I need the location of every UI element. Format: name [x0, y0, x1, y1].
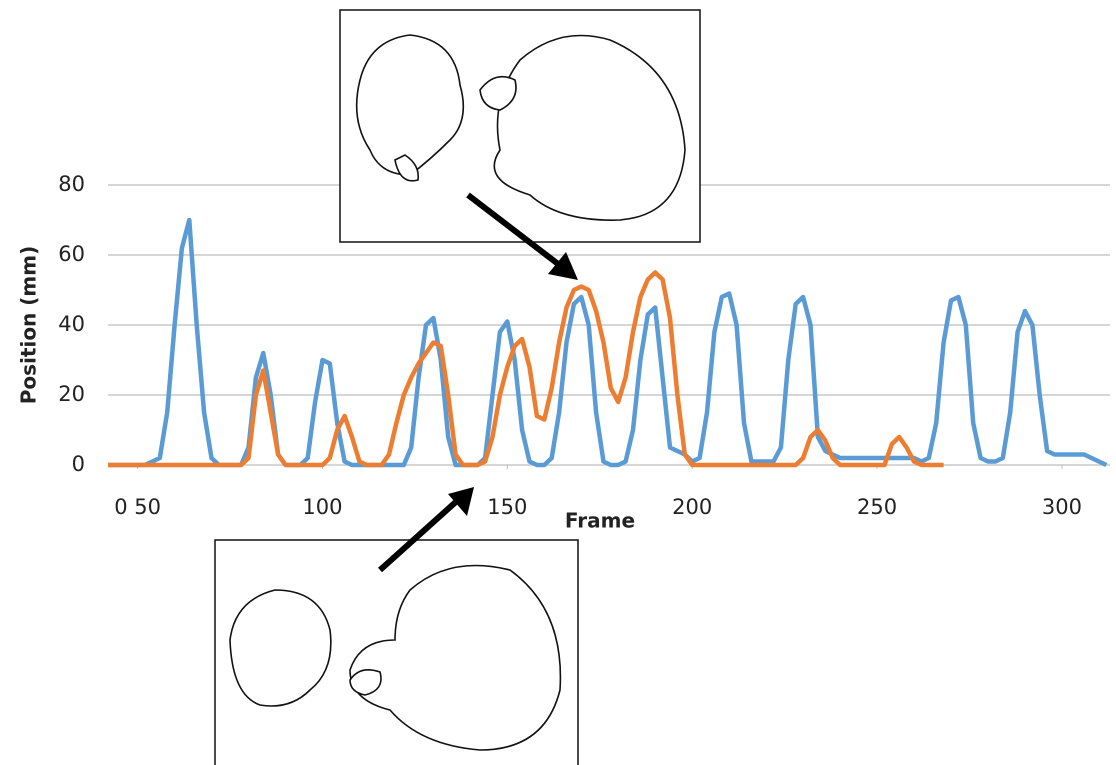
illustration-top	[340, 10, 700, 242]
page: 0 20 40 60 80 0 50 100 150 200 250 300 Frame Posit…	[0, 0, 1116, 765]
y-tick-label: 80	[58, 172, 85, 196]
x-tick-label: 0 50	[114, 495, 161, 519]
x-tick-label: 200	[672, 495, 712, 519]
y-tick-label: 0	[72, 452, 85, 476]
y-tick-label: 40	[58, 312, 85, 336]
x-tick-label: 250	[857, 495, 897, 519]
y-tick-label: 60	[58, 242, 85, 266]
x-tick-label: 100	[302, 495, 342, 519]
y-axis-label: Position (mm)	[17, 246, 41, 404]
series-line	[108, 220, 1106, 465]
x-tick-label: 300	[1042, 495, 1082, 519]
x-axis-label: Frame	[565, 509, 635, 533]
x-tick-label: 150	[487, 495, 527, 519]
illustration-bottom	[215, 540, 578, 765]
chart: 0 20 40 60 80 0 50 100 150 200 250 300 Frame Posit…	[0, 0, 1116, 765]
y-tick-label: 20	[58, 382, 85, 406]
